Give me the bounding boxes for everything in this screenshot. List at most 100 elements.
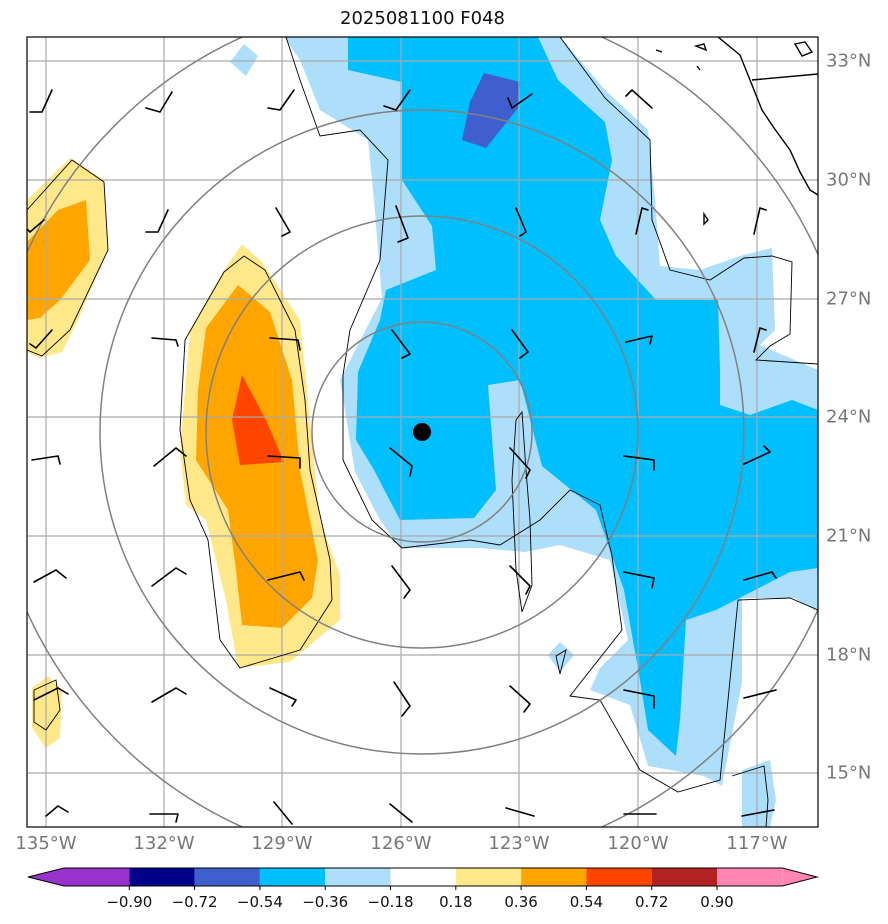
lon-tick-label: 132°W [133,833,195,854]
colorbar-ticks [128,886,718,890]
wind-barb [145,209,169,233]
island-1 [793,41,814,57]
wind-barb [741,809,775,817]
colorbar-label: 0.18 [439,893,473,911]
colorbar-bin [64,868,130,886]
colorbar-label: 0.90 [700,893,734,911]
colorbar-bin [259,868,326,886]
colorbar-label: −0.90 [106,893,153,911]
wind-barb [145,91,173,113]
wind-barb [507,93,533,109]
wind-barb [623,571,655,589]
coastline [655,37,818,226]
contour-fill-0.54-west-core [232,375,284,465]
range-ring-3 [99,109,745,755]
wind-barb [743,445,771,465]
wind-barb [275,207,291,237]
wind-barb [33,569,67,583]
wind-barbs [27,89,777,825]
colorbar [27,867,819,890]
lat-tick-label: 30°N [826,169,872,191]
colorbar-outline [27,867,819,887]
wind-barb [151,687,187,703]
wind-barb [33,687,69,701]
contour-line-west [179,255,333,669]
lon-tick-label: 120°W [607,833,669,854]
wind-barb [27,219,45,233]
wind-barb [273,801,293,825]
range-ring-2 [205,215,639,649]
contour-fill-minus0.36-main [348,37,818,756]
wind-barb [389,803,413,823]
wind-barb [393,681,411,717]
colorbar-label: 0.72 [634,893,669,911]
wind-barb [151,567,187,587]
wind-barb [149,813,179,823]
contour-line-southwest [33,679,61,731]
wind-barb [743,571,777,581]
storm-center-marker [413,423,431,441]
island-2 [693,43,708,52]
lat-tick-label: 18°N [826,644,872,666]
colorbar-bin [455,868,522,886]
contour-line-center-strip [511,410,533,613]
island-3 [655,49,663,53]
wind-barb [391,565,411,599]
contour-line-northwest [27,159,109,357]
wind-barb [29,89,53,113]
wind-barb [29,329,53,349]
wind-barb [625,335,653,345]
coastline-border [751,73,818,81]
lat-tick-label: 33°N [826,50,872,72]
colorbar-bin [325,868,391,886]
lat-tick-label: 27°N [826,288,872,310]
lon-tick-label: 135°W [15,833,77,854]
lat-tick-label: 21°N [826,525,872,547]
lon-tick-label: 129°W [251,833,313,854]
lat-tick-label: 15°N [826,762,872,784]
wind-barb [45,805,69,817]
colorbar-bin [651,868,717,886]
contour-fill-minus0.18-islet [548,642,574,672]
colorbar-label: −0.18 [367,893,414,911]
colorbar-bin [194,868,260,886]
wind-barb [509,565,531,595]
wind-barb [515,207,527,237]
contour-line-northeast [559,37,818,365]
colorbar-label: 0.54 [569,893,604,911]
wind-barb [269,337,301,351]
wind-barb [623,455,655,471]
colorbar-label: −0.72 [171,893,218,911]
wind-barb [505,807,535,817]
island-5 [696,65,701,71]
range-ring-1 [311,321,533,543]
wind-barb [389,447,413,477]
wind-barb [743,689,777,699]
colorbar-label: 0.36 [504,893,538,911]
colorbar-bin [129,868,195,886]
wind-barb [623,689,655,709]
lat-tick-label: 24°N [826,406,872,428]
wind-barb [635,207,649,235]
contour-fill-0.36-northwest [27,200,90,320]
wind-barb [153,447,187,467]
wind-barb [151,337,179,347]
wind-barb [509,685,531,713]
contour-fill-0.18-southwest [32,676,62,748]
island-4 [703,211,709,226]
contour-line-southeast [731,765,769,827]
wind-barb [753,327,767,353]
wind-barb [31,455,61,465]
wind-barb [753,207,767,235]
contour-fill-minus0.18-north-blob [230,44,258,76]
colorbar-bin [390,868,456,886]
wind-barb [267,455,301,469]
contour-line-east [285,37,818,793]
range-rings [27,37,818,827]
contour-lines [27,37,818,827]
lon-tick-label: 126°W [370,833,432,854]
colorbar-label: −0.36 [302,893,349,911]
gridlines [27,37,818,827]
